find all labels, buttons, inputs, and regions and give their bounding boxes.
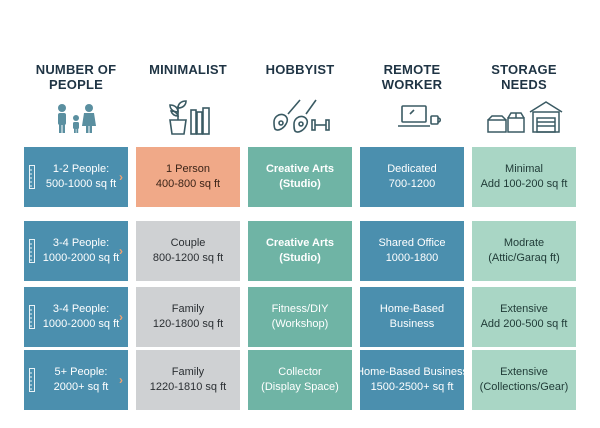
laptop-mug-icon <box>396 96 444 136</box>
chevron-right-icon: › <box>119 373 123 387</box>
minimalist-cell: 1 Person 400-800 sq ft <box>136 147 240 207</box>
remote-type: Home-Based Business <box>356 366 468 378</box>
ruler-icon <box>29 239 35 263</box>
people-cell: 3-4 People: 1000-2000 sq ft › <box>24 287 128 347</box>
people-count: 1-2 People: <box>52 163 110 175</box>
storage-detail: Add 100-200 sq ft <box>480 178 568 190</box>
storage-cell: Extensive Add 200-500 sq ft <box>472 287 576 347</box>
remote-cell: Home-Based Business 1500-2500+ sq ft <box>356 350 468 410</box>
remote-area: 1000-1800 <box>385 252 439 264</box>
hobbyist-space: (Display Space) <box>261 381 339 393</box>
minimalist-cell: Family 1220-1810 sq ft <box>136 350 240 410</box>
storage-detail: (Attic/Garaq ft) <box>488 252 560 264</box>
storage-detail: (Collections/Gear) <box>479 381 569 393</box>
people-area: 2000+ sq ft <box>53 381 109 393</box>
chevron-right-icon: › <box>119 244 123 258</box>
minimalist-type: Family <box>171 366 205 378</box>
remote-area: Business <box>389 318 435 330</box>
hobbyist-space: (Studio) <box>279 252 321 264</box>
ruler-icon <box>29 165 35 189</box>
family-icon <box>52 96 100 136</box>
people-area: 1000-2000 sq ft <box>42 318 120 330</box>
minimalist-cell: Family 120-1800 sq ft <box>136 287 240 347</box>
remote-type: Home-Based <box>379 303 445 315</box>
storage-cell: Extensive (Collections/Gear) <box>472 350 576 410</box>
header-title: MINIMALIST <box>149 62 227 77</box>
hobbyist-cell: Creative Arts (Studio) <box>248 221 352 281</box>
header-storage-needs: STORAGE NEEDS <box>468 62 580 92</box>
remote-type: Dedicated <box>387 163 437 175</box>
people-cell: 3-4 People: 1000-2000 sq ft › <box>24 221 128 281</box>
header-title: REMOTE WORKER <box>381 62 443 92</box>
people-area: 1000-2000 sq ft <box>42 252 120 264</box>
hobbyist-space: (Studio) <box>279 178 321 190</box>
minimalist-type: Couple <box>170 237 206 249</box>
remote-area: 700-1200 <box>388 178 436 190</box>
plant-books-icon <box>164 96 216 136</box>
people-count: 3-4 People: <box>52 303 110 315</box>
ruler-icon <box>29 305 35 329</box>
minimalist-type: Family <box>171 303 205 315</box>
people-cell: 1-2 People: 500-1000 sq ft › <box>24 147 128 207</box>
storage-detail: Add 200-500 sq ft <box>480 318 568 330</box>
guitar-dumbbell-icon <box>268 96 332 136</box>
minimalist-cell: Couple 800-1200 sq ft <box>136 221 240 281</box>
remote-cell: Dedicated 700-1200 <box>360 147 464 207</box>
storage-level: Extensive <box>500 303 548 315</box>
storage-level: Modrate <box>503 237 545 249</box>
storage-cell: Modrate (Attic/Garaq ft) <box>472 221 576 281</box>
people-count: 5+ People: <box>54 366 108 378</box>
chevron-right-icon: › <box>119 170 123 184</box>
header-number-of-people: NUMBER OF PEOPLE <box>20 62 132 92</box>
storage-level: Minimal <box>505 163 543 175</box>
header-hobbyist: HOBBYIST <box>244 62 356 92</box>
minimalist-type: 1 Person <box>165 163 211 175</box>
hobbyist-cell: Creative Arts (Studio) <box>248 147 352 207</box>
header-title: HOBBYIST <box>265 62 335 77</box>
boxes-garage-icon <box>486 96 566 136</box>
remote-cell: Home-Based Business <box>360 287 464 347</box>
hobbyist-space: (Workshop) <box>271 318 329 330</box>
remote-type: Shared Office <box>378 237 446 249</box>
minimalist-area: 800-1200 sq ft <box>152 252 224 264</box>
storage-level: Extensive <box>500 366 548 378</box>
remote-cell: Shared Office 1000-1800 <box>360 221 464 281</box>
chevron-right-icon: › <box>119 310 123 324</box>
header-title: STORAGE NEEDS <box>491 62 557 92</box>
remote-area: 1500-2500+ sq ft <box>370 381 454 393</box>
people-count: 3-4 People: <box>52 237 110 249</box>
minimalist-area: 400-800 sq ft <box>155 178 221 190</box>
header-minimalist: MINIMALIST <box>132 62 244 92</box>
header-remote-worker: REMOTE WORKER <box>356 62 468 92</box>
minimalist-area: 120-1800 sq ft <box>152 318 224 330</box>
hobbyist-type: Creative Arts <box>265 163 335 175</box>
hobbyist-type: Collector <box>278 366 322 378</box>
hobbyist-type: Creative Arts <box>265 237 335 249</box>
people-area: 500-1000 sq ft <box>45 178 117 190</box>
storage-cell: Minimal Add 100-200 sq ft <box>472 147 576 207</box>
hobbyist-cell: Fitness/DIY (Workshop) <box>248 287 352 347</box>
hobbyist-type: Fitness/DIY <box>271 303 329 315</box>
header-title: NUMBER OF PEOPLE <box>35 62 117 92</box>
people-cell: 5+ People: 2000+ sq ft › <box>24 350 128 410</box>
minimalist-area: 1220-1810 sq ft <box>149 381 227 393</box>
hobbyist-cell: Collector (Display Space) <box>248 350 352 410</box>
ruler-icon <box>29 368 35 392</box>
